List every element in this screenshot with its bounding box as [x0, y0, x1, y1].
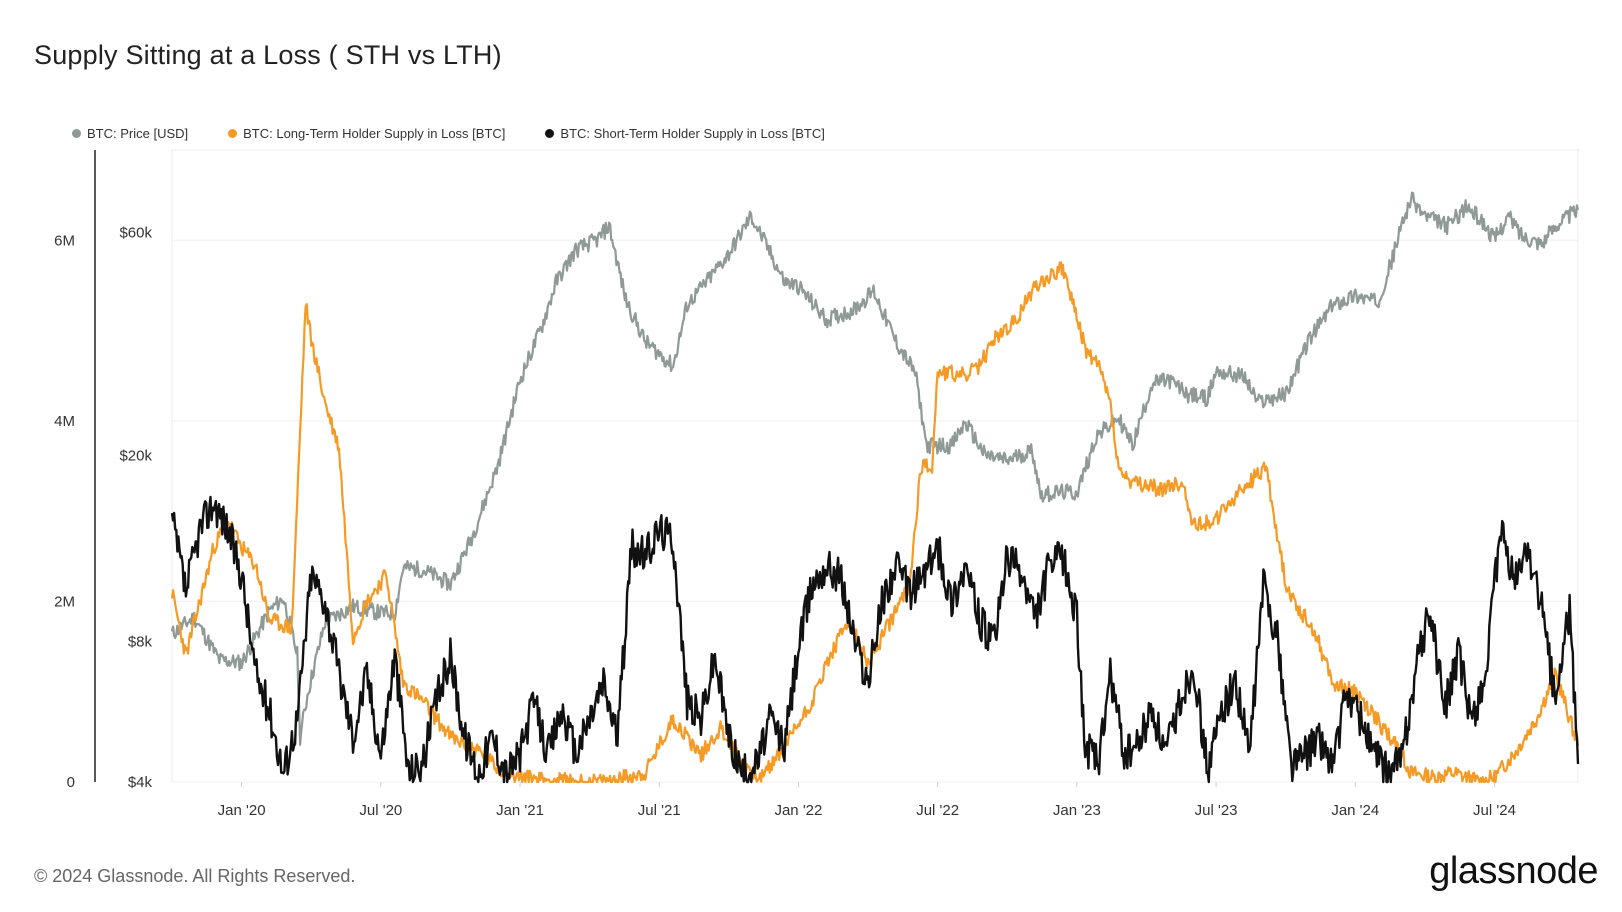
x-tick-label-9: Jul '24: [1473, 802, 1516, 819]
left-tick-label-0: 0: [67, 774, 75, 791]
left-tick-label-1: 2M: [54, 593, 75, 610]
x-tick-label-5: Jul '22: [916, 802, 959, 819]
chart-legend: BTC: Price [USD] BTC: Long-Term Holder S…: [72, 126, 825, 141]
series-line-lth-supply-in-loss: [170, 261, 1580, 784]
price-tick-label-0: $4k: [128, 774, 153, 791]
glassnode-logo: glassnode: [1429, 850, 1598, 892]
price-tick-label-2: $20k: [119, 447, 152, 464]
price-tick-label-3: $60k: [119, 224, 152, 241]
x-tick-label-8: Jan '24: [1331, 802, 1379, 819]
legend-item-sth[interactable]: BTC: Short-Term Holder Supply in Loss [B…: [545, 126, 825, 141]
legend-dot-lth: [228, 129, 238, 138]
legend-label-lth: BTC: Long-Term Holder Supply in Loss [BT…: [243, 126, 506, 141]
legend-item-price[interactable]: BTC: Price [USD]: [72, 126, 188, 141]
price-tick-label-1: $8k: [128, 633, 153, 650]
x-tick-label-4: Jan '22: [774, 802, 822, 819]
x-tick-label-1: Jul '20: [359, 802, 402, 819]
x-tick-label-7: Jul '23: [1195, 802, 1238, 819]
series-line-sth-supply-in-loss: [170, 495, 1580, 784]
chart-title: Supply Sitting at a Loss ( STH vs LTH): [34, 40, 502, 70]
legend-label-price: BTC: Price [USD]: [87, 126, 189, 141]
series-line-price: [170, 191, 1580, 746]
legend-item-lth[interactable]: BTC: Long-Term Holder Supply in Loss [BT…: [228, 126, 505, 141]
x-tick-label-6: Jan '23: [1053, 802, 1101, 819]
legend-dot-price: [72, 129, 81, 138]
legend-label-sth: BTC: Short-Term Holder Supply in Loss [B…: [560, 126, 825, 141]
chart-svg: 0 2M 4M 6M $4k $8k $20k $60k Jan '20 Jul '20 Jan '…: [54, 149, 1580, 819]
x-tick-label-0: Jan '20: [218, 802, 266, 819]
x-tick-label-3: Jul '21: [638, 802, 681, 819]
copyright-footer: © 2024 Glassnode. All Rights Reserved.: [34, 866, 356, 886]
left-tick-label-2: 4M: [54, 413, 75, 430]
legend-dot-sth: [545, 129, 555, 138]
left-tick-label-3: 6M: [54, 232, 75, 249]
plot-area: [171, 149, 1579, 783]
x-tick-label-2: Jan '21: [496, 802, 544, 819]
